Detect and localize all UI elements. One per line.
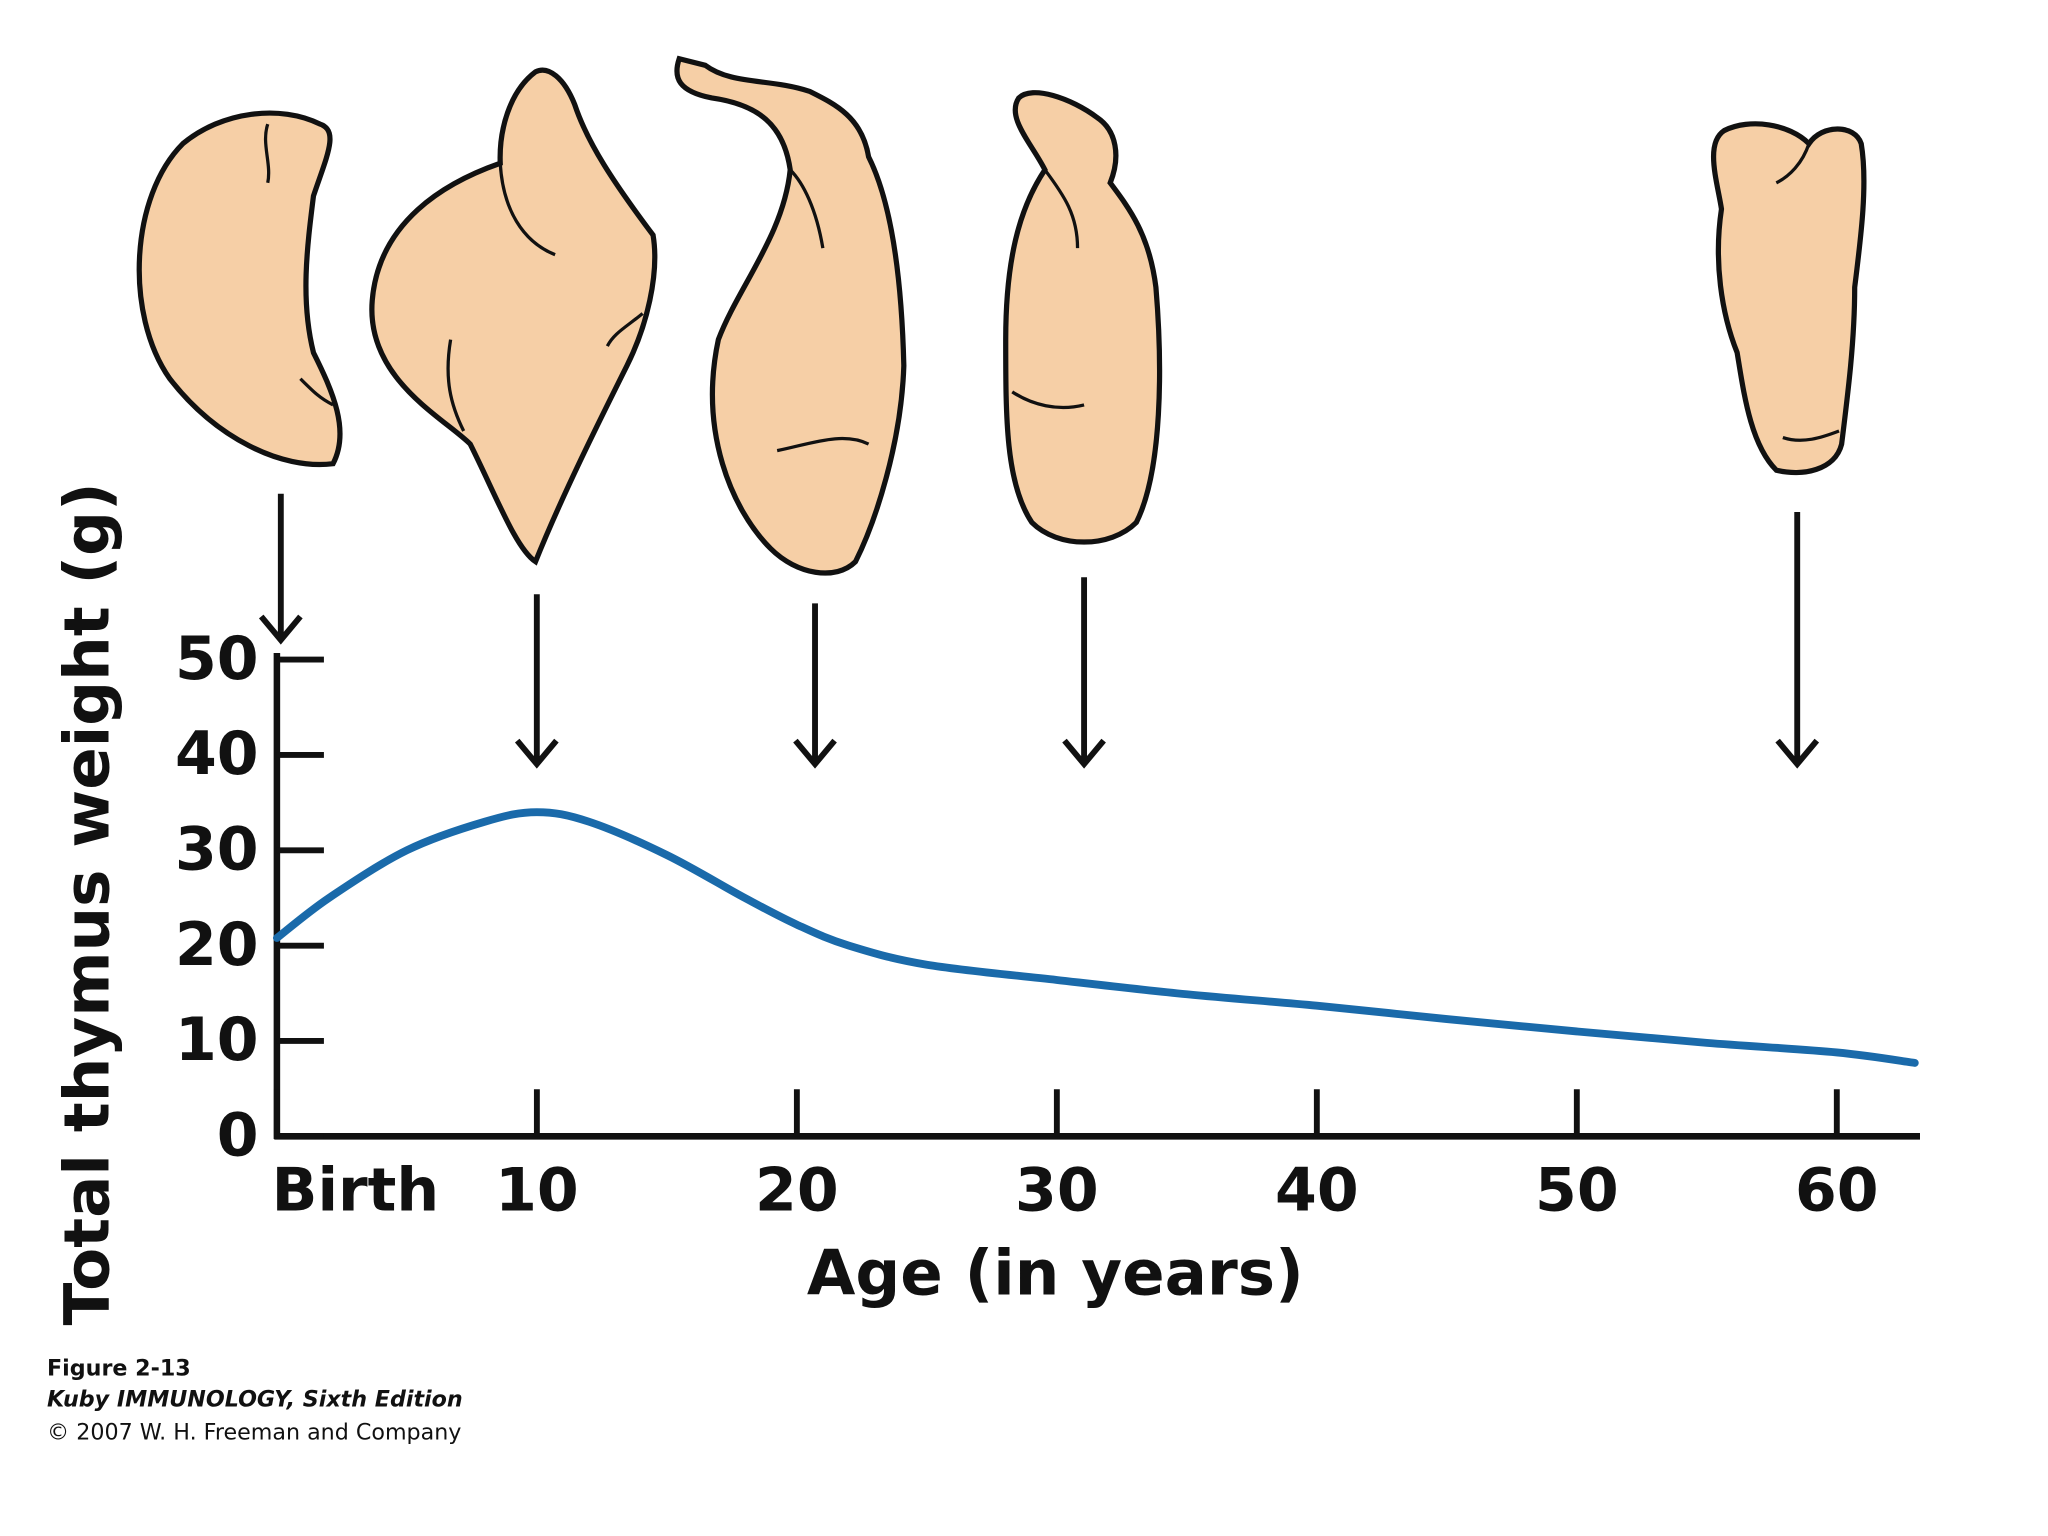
figure-number: Figure 2-13 <box>47 1355 191 1381</box>
x-tick-label: 30 <box>1015 1155 1099 1225</box>
organ-detail <box>776 168 870 453</box>
thymus-30 <box>1003 90 1163 545</box>
y-axis-label: Total thymus weight (g) <box>51 482 124 1325</box>
organ-detail <box>263 123 334 407</box>
x-tick-label: 10 <box>495 1155 579 1225</box>
thymus-60 <box>1710 121 1867 476</box>
x-tick-label: Birth <box>272 1155 440 1225</box>
arrow <box>258 493 303 645</box>
organ-detail <box>446 163 644 432</box>
arrow <box>793 603 837 769</box>
organ-detail <box>1011 168 1085 410</box>
y-tick-label: 0 <box>217 1101 259 1171</box>
y-tick-label: 40 <box>175 719 259 789</box>
y-tick-label: 50 <box>175 624 259 694</box>
organ-detail <box>1775 143 1840 442</box>
y-tick-label: 30 <box>175 814 259 884</box>
copyright: © 2007 W. H. Freeman and Company <box>47 1419 461 1445</box>
thymus-illustrations <box>136 55 1867 576</box>
x-axis-label: Age (in years) <box>807 1236 1304 1309</box>
x-tick-label: 50 <box>1535 1155 1619 1225</box>
x-tick-label: 20 <box>755 1155 839 1225</box>
thymus-birth <box>136 110 343 468</box>
thymus-10 <box>369 67 658 566</box>
arrow <box>1775 511 1820 769</box>
data-line <box>272 808 1919 1067</box>
arrows <box>258 493 1820 769</box>
y-tick-label: 10 <box>175 1005 259 1075</box>
x-tick-label: 60 <box>1795 1155 1879 1225</box>
thymus-20 <box>674 55 907 576</box>
x-tick-label: 40 <box>1275 1155 1359 1225</box>
y-tick-label: 20 <box>175 910 259 980</box>
book-title: Kuby IMMUNOLOGY, Sixth Edition <box>47 1387 463 1413</box>
arrow <box>514 594 559 769</box>
arrow <box>1062 577 1106 769</box>
